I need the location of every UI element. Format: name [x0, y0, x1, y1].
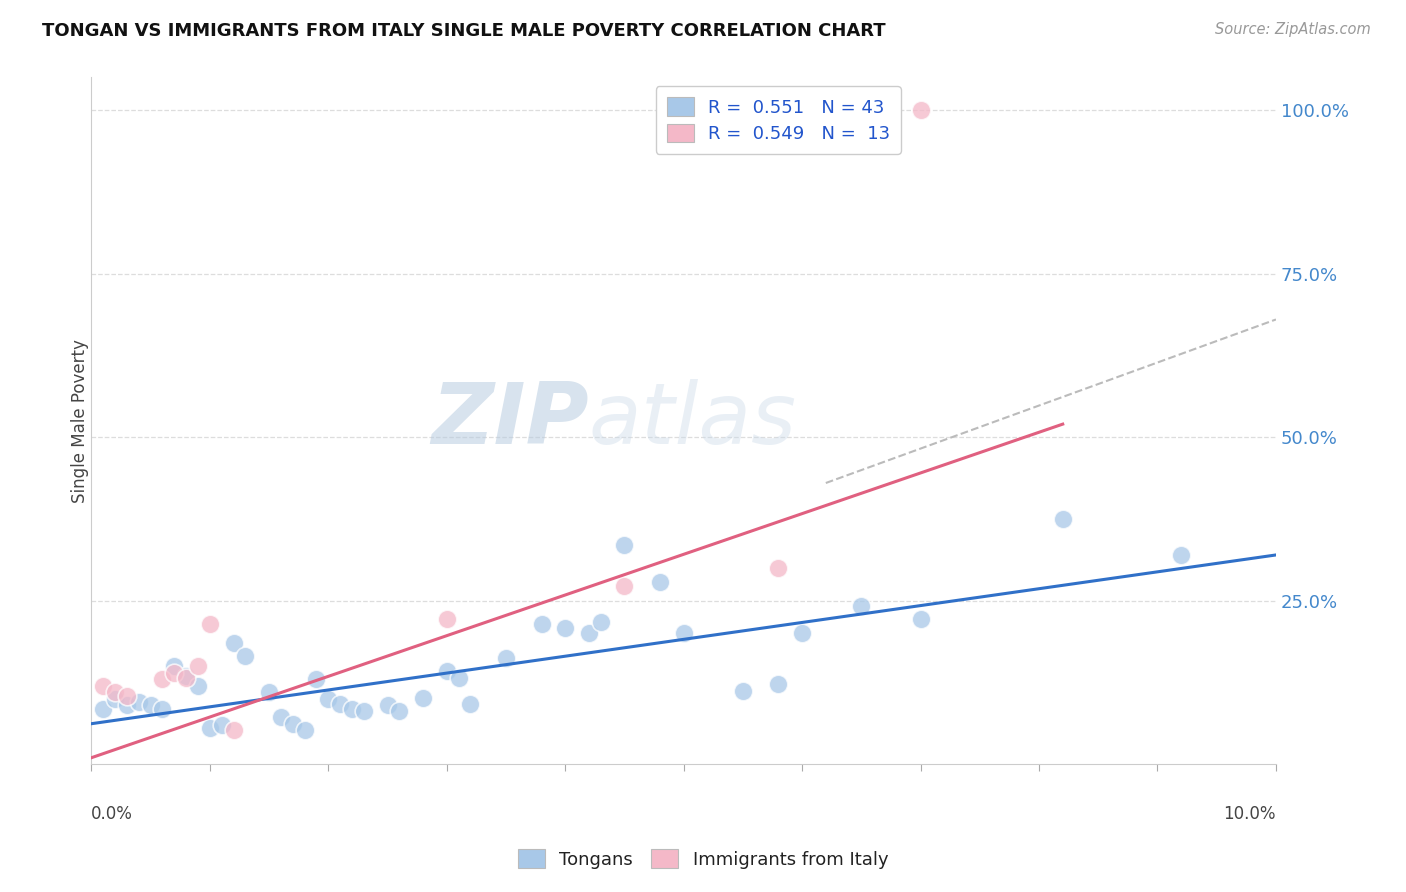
- Point: [198, 721, 221, 735]
- Point: [329, 697, 352, 711]
- Point: [851, 599, 873, 613]
- Point: [353, 704, 375, 718]
- Text: TONGAN VS IMMIGRANTS FROM ITALY SINGLE MALE POVERTY CORRELATION CHART: TONGAN VS IMMIGRANTS FROM ITALY SINGLE M…: [42, 22, 886, 40]
- Point: [163, 659, 186, 673]
- Point: [316, 691, 339, 706]
- Legend: Tongans, Immigrants from Italy: Tongans, Immigrants from Italy: [510, 842, 896, 876]
- Point: [613, 579, 636, 593]
- Text: Source: ZipAtlas.com: Source: ZipAtlas.com: [1215, 22, 1371, 37]
- Point: [115, 689, 138, 703]
- Point: [281, 716, 304, 731]
- Point: [1052, 512, 1074, 526]
- Point: [436, 612, 458, 626]
- Point: [211, 718, 233, 732]
- Text: atlas: atlas: [589, 379, 797, 462]
- Point: [1170, 548, 1192, 562]
- Point: [305, 672, 328, 686]
- Point: [672, 626, 695, 640]
- Point: [163, 665, 186, 680]
- Text: 0.0%: 0.0%: [91, 805, 134, 823]
- Point: [294, 723, 316, 738]
- Point: [768, 677, 790, 691]
- Point: [554, 621, 576, 635]
- Point: [578, 626, 600, 640]
- Point: [340, 701, 363, 715]
- Point: [731, 684, 754, 698]
- Y-axis label: Single Male Poverty: Single Male Poverty: [72, 339, 89, 503]
- Point: [139, 698, 162, 713]
- Point: [152, 701, 174, 715]
- Point: [412, 690, 434, 705]
- Point: [174, 669, 197, 683]
- Text: ZIP: ZIP: [432, 379, 589, 462]
- Point: [613, 538, 636, 552]
- Point: [222, 636, 245, 650]
- Point: [495, 651, 517, 665]
- Text: 10.0%: 10.0%: [1223, 805, 1277, 823]
- Point: [910, 612, 932, 626]
- Point: [257, 685, 280, 699]
- Point: [152, 672, 174, 686]
- Point: [589, 615, 612, 629]
- Point: [460, 697, 482, 711]
- Point: [648, 575, 671, 590]
- Point: [530, 616, 553, 631]
- Point: [235, 649, 257, 664]
- Point: [115, 698, 138, 713]
- Point: [270, 710, 292, 724]
- Legend: R =  0.551   N = 43, R =  0.549   N =  13: R = 0.551 N = 43, R = 0.549 N = 13: [655, 87, 901, 154]
- Point: [388, 704, 411, 718]
- Point: [91, 679, 114, 693]
- Point: [104, 691, 127, 706]
- Point: [187, 659, 209, 673]
- Point: [187, 679, 209, 693]
- Point: [768, 561, 790, 575]
- Point: [910, 103, 932, 117]
- Point: [174, 671, 197, 685]
- Point: [790, 626, 813, 640]
- Point: [222, 723, 245, 738]
- Point: [377, 698, 399, 713]
- Point: [447, 671, 470, 685]
- Point: [91, 701, 114, 715]
- Point: [104, 685, 127, 699]
- Point: [436, 665, 458, 679]
- Point: [198, 616, 221, 631]
- Point: [128, 695, 150, 709]
